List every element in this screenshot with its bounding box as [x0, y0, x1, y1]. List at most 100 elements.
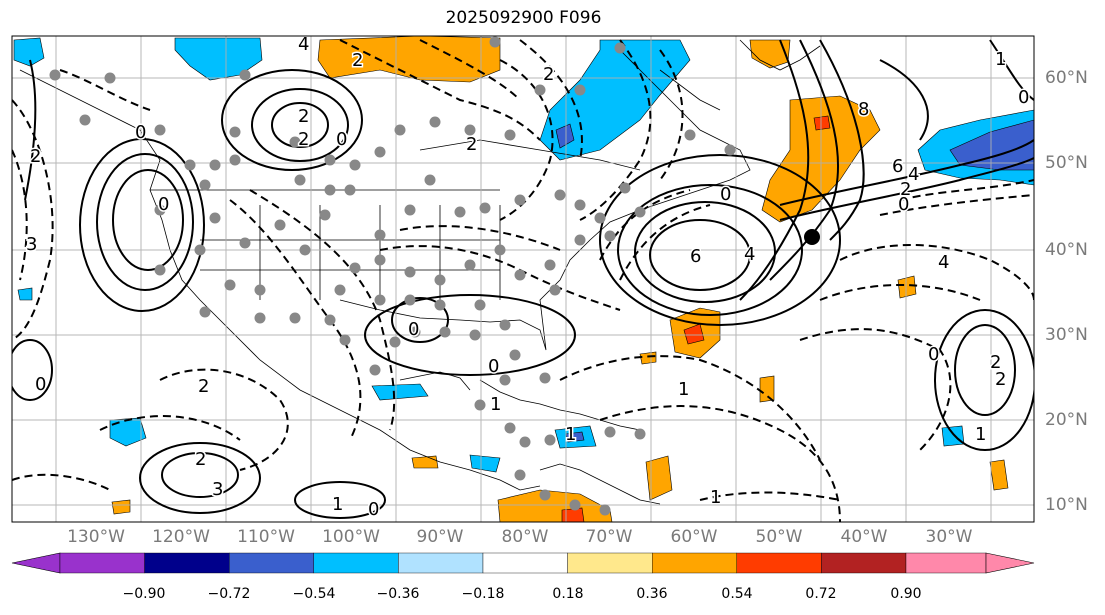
contour-label: 4: [908, 164, 919, 185]
shade-red-midatlantic: [683, 323, 705, 345]
contour-label: 3: [26, 234, 37, 255]
contour-label: 2: [900, 179, 911, 200]
contour-labels: 4 2 2 2 0 0 3 2 2 2 0 6 4 8 6 4 2 0 0 1 …: [25, 34, 1031, 522]
lon-label-120w: 120°W: [152, 527, 210, 547]
colorbar-bin: [228, 552, 314, 574]
contour-label: 2: [30, 146, 41, 167]
lat-label-10n: 10°N: [1045, 495, 1088, 515]
colorbar-bin: [736, 552, 822, 574]
map-frame: [11, 35, 1035, 523]
contour-label: 2: [298, 106, 309, 127]
colorbar-low-extend: [11, 552, 61, 574]
colorbar: [11, 552, 1035, 574]
colorbar-bin: [59, 552, 145, 574]
lon-label-50w: 50°W: [755, 527, 803, 547]
lat-label-20n: 20°N: [1045, 410, 1088, 430]
contour-label: 1: [490, 394, 501, 415]
shade-blue-gulf: [371, 383, 429, 401]
solid-contours: [12, 39, 1034, 519]
colorbar-bin: [567, 552, 653, 574]
contour-label: 0: [488, 356, 499, 377]
shade-orange-small2: [897, 275, 917, 299]
shade-blue-corner: [13, 37, 45, 67]
lat-label-30n: 30°N: [1045, 325, 1088, 345]
lon-label-130w: 130°W: [67, 527, 125, 547]
contour-label: 0: [1018, 87, 1029, 108]
figure-title: 2025092900 F096: [445, 8, 602, 28]
contour-label: 6: [892, 156, 903, 177]
lon-label-40w: 40°W: [840, 527, 888, 547]
colorbar-tick-label: −0.54: [292, 586, 336, 602]
contour-label: 0: [408, 319, 419, 340]
contour-label: 2: [990, 352, 1001, 373]
contour-label: 2: [198, 376, 209, 397]
lon-label-80w: 80°W: [501, 527, 549, 547]
contour-label: 4: [744, 244, 755, 265]
colorbar-tick-label: 0.90: [890, 586, 922, 602]
contour-label: 6: [690, 246, 701, 267]
colorbar-tick-label: −0.18: [461, 586, 505, 602]
shade-orange-hudson: [317, 36, 501, 83]
colorbar-tick-label: 0.36: [636, 586, 668, 602]
shade-orange-greenland: [749, 39, 791, 69]
shade-blue-west-edge: [17, 287, 33, 301]
colorbar-bin: [652, 552, 738, 574]
shade-orange-small1: [639, 351, 657, 365]
shade-blue-east-atl: [941, 425, 965, 447]
lon-label-60w: 60°W: [670, 527, 718, 547]
lon-label-70w: 70°W: [585, 527, 633, 547]
lat-label-50n: 50°N: [1045, 153, 1088, 173]
storm-center-marker: [804, 229, 820, 245]
colorbar-tick-label: 0.54: [721, 586, 753, 602]
shade-orange-small5: [989, 459, 1009, 491]
contour-label: 2: [995, 369, 1006, 390]
contour-label: 3: [212, 479, 223, 500]
colorbar-tick-label: −0.90: [122, 586, 166, 602]
contour-label: 2: [195, 449, 206, 470]
shade-orange-sw: [111, 499, 131, 515]
contour-label: 1: [565, 424, 576, 445]
shade-blue-centam: [469, 454, 501, 473]
contour-label: 2: [352, 50, 363, 71]
contour-label: 0: [928, 344, 939, 365]
contour-label: 0: [368, 499, 379, 520]
colorbar-tick-label: 0.18: [552, 586, 584, 602]
colorbar-bin: [398, 552, 484, 574]
colorbar-tick-label: 0.72: [805, 586, 837, 602]
contour-label: 1: [710, 487, 721, 508]
contour-label: 2: [466, 134, 477, 155]
contour-label: 4: [298, 34, 309, 55]
shade-darkblue-labrador: [555, 123, 575, 149]
contour-label: 1: [995, 49, 1006, 70]
contour-label: 2: [298, 129, 309, 150]
shade-orange-small3: [759, 375, 775, 403]
contour-label: 1: [332, 494, 343, 515]
contour-label: 0: [720, 184, 731, 205]
contour-label: 1: [975, 424, 986, 445]
colorbar-tick-label: −0.36: [376, 586, 420, 602]
colorbar-bin: [905, 552, 987, 574]
shade-orange-centam: [411, 455, 439, 469]
colorbar-tick-label: −0.72: [207, 586, 251, 602]
shade-orange-small4: [645, 455, 673, 501]
colorbar-bin: [313, 552, 399, 574]
shade-darkblue-caribbean: [565, 431, 585, 443]
lat-label-60n: 60°N: [1045, 68, 1088, 88]
lon-label-110w: 110°W: [237, 527, 295, 547]
colorbar-bin: [144, 552, 230, 574]
shade-blue-eqpac: [109, 417, 147, 447]
contour-label: 0: [336, 129, 347, 150]
shade-red-atlantic-n: [813, 115, 831, 131]
colorbar-bin: [482, 552, 568, 574]
lon-label-90w: 90°W: [416, 527, 464, 547]
contour-label: 1: [678, 379, 689, 400]
colorbar-bin: [821, 552, 907, 574]
contour-label: 0: [158, 194, 169, 215]
lon-label-100w: 100°W: [322, 527, 380, 547]
contour-label: 0: [898, 194, 909, 215]
colorbar-high-extend: [985, 552, 1035, 574]
lat-label-40n: 40°N: [1045, 240, 1088, 260]
contour-label: 8: [858, 99, 869, 120]
station-dots: [49, 36, 736, 516]
